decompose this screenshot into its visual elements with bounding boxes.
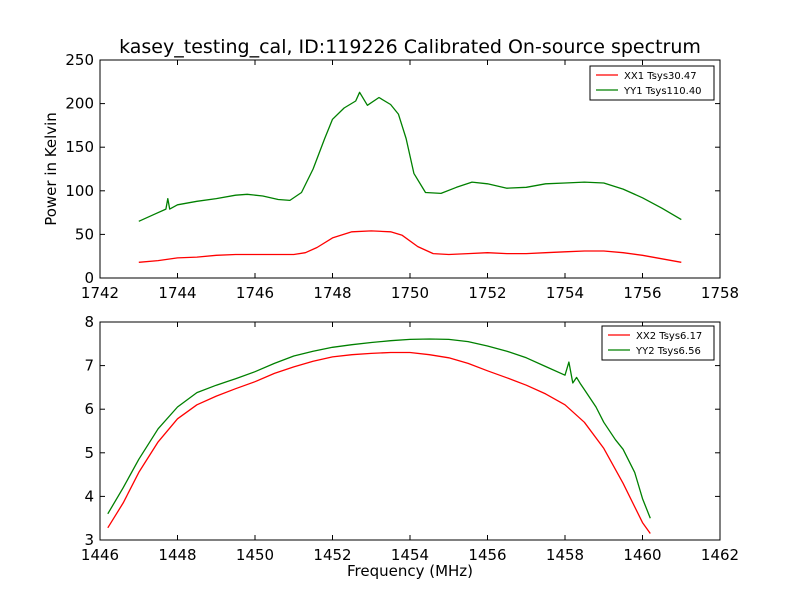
- y-tick-label: 6: [84, 400, 94, 418]
- x-tick-label: 1462: [701, 546, 739, 564]
- chart-title: kasey_testing_cal, ID:119226 Calibrated …: [119, 36, 701, 58]
- y-tick-label: 3: [84, 531, 94, 549]
- series-line-2: [107, 338, 651, 519]
- y-tick-label: 4: [84, 487, 94, 505]
- legend-entry: XX2 Tsys6.17: [636, 331, 702, 342]
- x-tick-label: 1746: [236, 284, 274, 302]
- y-tick-label: 250: [65, 51, 94, 69]
- legend-entry: XX1 Tsys30.47: [624, 71, 697, 82]
- y-tick-label: 8: [84, 313, 94, 331]
- y-tick-label: 200: [65, 95, 94, 113]
- series-line-1: [107, 351, 651, 534]
- legend-box: [601, 325, 715, 361]
- y-tick-label: 5: [84, 444, 94, 462]
- x-tick-label: 1448: [158, 546, 196, 564]
- legend-entry: YY1 Tsys110.40: [623, 86, 702, 97]
- legend-box: [589, 65, 715, 101]
- x-tick-label: 1756: [623, 284, 661, 302]
- legend: XX1 Tsys30.47 YY1 Tsys110.40: [589, 65, 715, 101]
- y-tick-label: 50: [75, 225, 94, 243]
- series-line-1: [138, 230, 682, 263]
- x-tick-label: 1754: [546, 284, 584, 302]
- x-tick-label: 1748: [313, 284, 351, 302]
- series-line-2: [138, 91, 682, 222]
- x-tick-label: 1744: [158, 284, 196, 302]
- x-tick-label: 1456: [468, 546, 506, 564]
- y-tick-label: 7: [84, 357, 94, 375]
- x-axis-label: Frequency (MHz): [347, 562, 473, 580]
- y-tick-label: 150: [65, 138, 94, 156]
- y-tick-label: 0: [84, 269, 94, 287]
- x-tick-label: 1758: [701, 284, 739, 302]
- x-tick-label: 1446: [81, 546, 119, 564]
- x-tick-label: 1452: [313, 546, 351, 564]
- y-axis-label: Power in Kelvin: [42, 112, 60, 226]
- top-panel: 1742 1744 1746 1748 1750 1752 1754 1756 1758 0 50 1…: [42, 51, 739, 302]
- x-tick-label: 1460: [623, 546, 661, 564]
- x-tick-label: 1454: [391, 546, 429, 564]
- x-tick-label: 1752: [468, 284, 506, 302]
- x-tick-label: 1742: [81, 284, 119, 302]
- bottom-panel: 1446 1448 1450 1452 1454 1456 1458 1460 1462 3 4 5 6…: [81, 313, 739, 580]
- y-tick-label: 100: [65, 182, 94, 200]
- legend: XX2 Tsys6.17 YY2 Tsys6.56: [601, 325, 715, 361]
- legend-entry: YY2 Tsys6.56: [635, 346, 701, 357]
- x-tick-label: 1750: [391, 284, 429, 302]
- x-tick-label: 1458: [546, 546, 584, 564]
- x-tick-label: 1450: [236, 546, 274, 564]
